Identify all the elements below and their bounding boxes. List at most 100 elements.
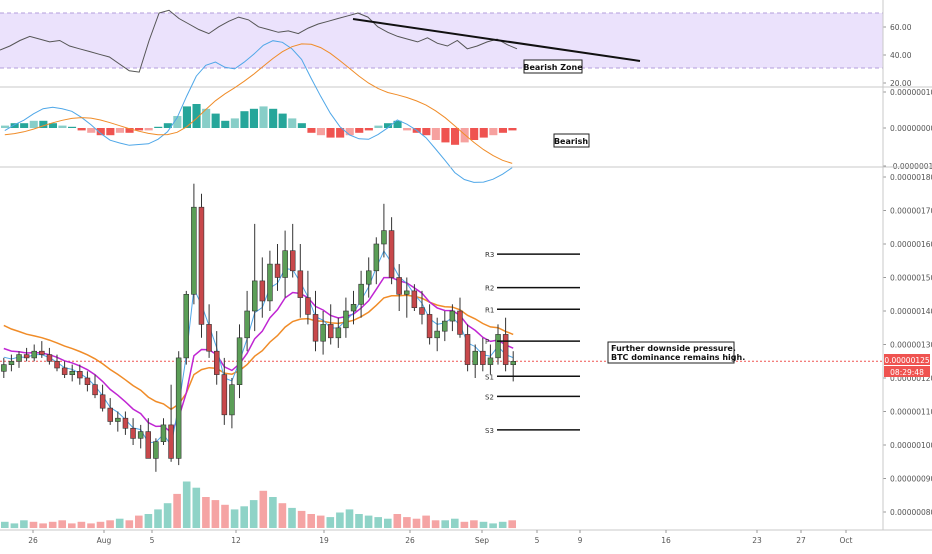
volume-bar <box>479 521 488 528</box>
macd-bar <box>20 123 29 128</box>
volume-bar <box>125 520 134 529</box>
price-panel[interactable]: R3 R2 R1 P S1 S2 S3 Further downside pressure.… <box>0 173 932 529</box>
volume-bar <box>68 523 76 529</box>
macd-bar <box>163 123 172 128</box>
macd-bar <box>451 128 460 145</box>
macd-bar <box>39 120 48 128</box>
price-tick-label: 0.00000100 <box>890 441 932 450</box>
pivot-label: S2 <box>485 393 494 401</box>
annotation-line-2: BTC dominance remains high. <box>611 353 745 362</box>
candle-body <box>214 350 220 375</box>
candle-body <box>419 307 425 315</box>
volume-bar <box>39 523 47 529</box>
pivot-label: R2 <box>485 285 494 293</box>
pivot-label: S3 <box>485 427 494 435</box>
volume-bar <box>211 500 220 528</box>
volume-bar <box>115 518 124 528</box>
volume-bar <box>106 520 114 529</box>
candle-body <box>343 310 349 329</box>
candle-body <box>480 350 486 365</box>
candle-body <box>274 263 281 278</box>
candle-body <box>168 424 174 459</box>
candle-body <box>99 394 106 409</box>
candle-body <box>198 206 205 325</box>
rsi-tick-label: 20.00 <box>890 79 912 88</box>
candle-body <box>145 431 152 459</box>
macd-bar <box>144 128 153 131</box>
current-price-tag: 0.00000125 08:29:48 <box>884 354 930 377</box>
volume-bar <box>230 509 239 528</box>
candle-body <box>502 334 509 365</box>
macd-bar <box>240 111 249 128</box>
candle-body <box>130 427 136 439</box>
candle-body <box>510 360 516 365</box>
rsi-panel[interactable]: Bearish Zone 60.00 40.00 20.00 <box>0 9 912 88</box>
countdown-text: 08:29:48 <box>890 368 924 377</box>
volume-bar <box>393 514 402 528</box>
candle-body <box>495 334 501 359</box>
candle-body <box>305 297 311 315</box>
volume-bar <box>508 520 516 529</box>
ema-mid-line <box>3 276 514 434</box>
candle-body <box>411 290 418 308</box>
macd-bar <box>10 123 19 128</box>
candle-body <box>464 334 471 365</box>
macd-bar <box>470 128 479 140</box>
candle-body <box>77 370 83 379</box>
macd-bar <box>182 106 191 128</box>
candle-body <box>54 360 60 369</box>
macd-bar <box>1 125 10 128</box>
price-tick-label: 0.00000120 <box>890 374 932 383</box>
volume-bar <box>307 514 315 528</box>
macd-bar <box>259 106 268 128</box>
volume-bar <box>77 521 86 528</box>
candle-body <box>61 367 68 375</box>
volume-bar <box>29 521 38 528</box>
macd-bar <box>364 128 373 131</box>
candle-body <box>327 324 334 339</box>
bearish-zone-text: Bearish Zone <box>523 63 583 72</box>
pivot-label: R1 <box>485 306 494 314</box>
bearish-text: Bearish <box>554 137 588 146</box>
macd-tick-label: 0.00000000 <box>890 124 932 133</box>
candle-body <box>31 350 37 359</box>
volume-bar <box>144 514 153 528</box>
macd-bar <box>431 128 440 140</box>
time-tick-label: 19 <box>319 536 329 545</box>
macd-bar <box>106 128 115 136</box>
time-axis[interactable]: 26 Aug 5 12 19 26 Sep 5 9 16 23 27 Oct <box>28 530 853 545</box>
candle-body <box>381 230 387 245</box>
macd-bar <box>326 128 335 138</box>
time-tick-label: 26 <box>28 536 38 545</box>
pivot-label: S1 <box>485 373 494 381</box>
volume-bar <box>498 521 507 528</box>
volume-bar <box>249 500 258 528</box>
volume-bar <box>20 520 28 529</box>
candle-body <box>1 364 7 372</box>
macd-bar <box>288 118 297 128</box>
time-tick-label: 16 <box>661 536 671 545</box>
candle-body <box>153 441 159 459</box>
volume-bar <box>96 521 105 528</box>
volume-bar <box>441 520 449 529</box>
volume-bar <box>336 512 344 528</box>
rsi-trendline[interactable] <box>352 18 641 62</box>
price-tick-label: 0.00000180 <box>890 173 932 182</box>
annotation-line-1: Further downside pressure. <box>611 344 736 353</box>
candle-body <box>297 270 304 298</box>
candle-body <box>403 290 410 295</box>
macd-bar <box>154 126 163 128</box>
volume-bar <box>297 510 306 528</box>
macd-bar <box>230 118 239 128</box>
pivot-label: R3 <box>485 251 494 259</box>
volume-bar <box>135 515 143 528</box>
macd-bar <box>345 128 354 136</box>
candle-body <box>115 417 121 422</box>
candle-body <box>267 263 273 302</box>
macd-bar <box>77 128 86 131</box>
time-tick-label: 5 <box>150 536 155 545</box>
macd-bar <box>297 123 306 128</box>
